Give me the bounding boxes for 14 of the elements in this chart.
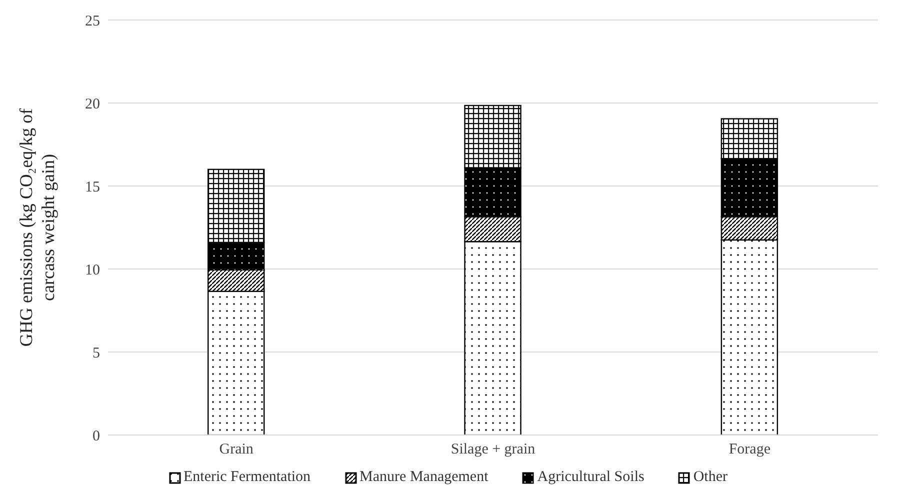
x-tick-label: Grain [219, 442, 254, 458]
y-tick-label: 20 [85, 96, 100, 112]
y-axis-title: GHG emissions (kg CO₂eq/kg of carcass weight gain) [16, 108, 58, 347]
x-tick-label: Silage + grain [450, 442, 536, 458]
y-tick-label: 15 [85, 179, 100, 196]
legend-label: Agricultural Soils [536, 469, 644, 486]
y-tick-label: 10 [85, 262, 100, 278]
legend-label: Enteric Fermentation [182, 469, 311, 486]
legend-label: Other [692, 469, 728, 486]
y-tick-label: 0 [92, 428, 100, 444]
x-tick-label: Forage [728, 442, 771, 458]
legend-label: Manure Management [358, 469, 488, 486]
y-tick-label: 5 [92, 345, 100, 362]
y-tick-label: 25 [85, 13, 100, 30]
